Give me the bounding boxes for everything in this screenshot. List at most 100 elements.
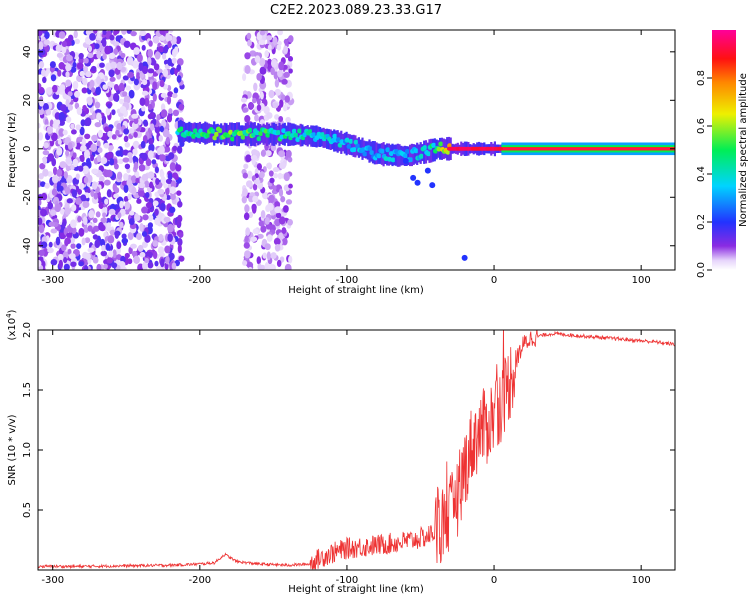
spectrogram-noise-cell [260, 210, 266, 219]
spectrogram-noise-cell [111, 262, 118, 269]
spectrogram-noise-cell [244, 115, 251, 123]
spectrogram-noise-cell [127, 193, 132, 200]
spectrogram-noise-cell [154, 51, 161, 60]
spectrogram-noise-cell [129, 210, 135, 216]
spectrogram-noise-cell [104, 198, 109, 205]
spectrogram-noise-cell [170, 193, 176, 201]
spectrogram-noise-cell [120, 52, 126, 59]
spectrogram-noise-cell [93, 30, 98, 34]
spectrogram-noise-cell [86, 157, 91, 165]
spectrogram-signal-cell [351, 147, 357, 153]
colorbar-label: Normalized spectral amplitude [738, 73, 749, 227]
spectrogram-noise-cell [251, 149, 258, 156]
spectrogram-noise-cell [70, 165, 75, 171]
spectrogram-noise-cell [43, 39, 50, 45]
spectrogram-noise-cell [248, 103, 255, 109]
spectrogram-noise-cell [87, 45, 93, 53]
spectrogram-noise-cell [97, 129, 104, 138]
spectrogram-noise-cell [272, 36, 278, 46]
spectrogram-noise-cell [78, 227, 85, 237]
spectrogram-noise-cell [56, 146, 63, 156]
spectrogram-noise-cell [131, 250, 138, 257]
spectrogram-noise-cell [167, 57, 172, 67]
spectrogram-noise-cell [259, 30, 266, 36]
spectrogram-noise-cell [108, 145, 114, 151]
spectrogram-noise-cell [157, 246, 165, 254]
spectrogram-signal-cell [419, 142, 422, 164]
spectrogram-noise-cell [165, 187, 170, 196]
spectrogram-noise-cell [103, 179, 111, 186]
spectrogram-noise-cell [87, 247, 95, 253]
spectrogram-noise-cell [58, 259, 63, 269]
spectrogram-noise-cell [241, 196, 247, 204]
spectrogram-noise-cell [142, 261, 148, 270]
spectrogram-noise-cell [131, 113, 139, 119]
spectrogram-noise-cell [244, 52, 251, 60]
spectrogram-signal-cell [418, 153, 424, 159]
spectrogram-noise-cell [81, 87, 88, 94]
spectrogram-noise-cell [264, 262, 270, 270]
spectrogram-noise-cell [160, 176, 166, 185]
spectrogram-noise-cell [259, 66, 267, 75]
spectrogram-noise-cell [127, 152, 133, 158]
spectrogram-noise-cell [267, 162, 272, 170]
spectrogram-noise-cell [247, 39, 252, 47]
spectrogram-noise-cell [160, 109, 168, 118]
spectrogram-noise-cell [176, 75, 182, 83]
spectrogram-noise-cell [252, 195, 259, 203]
spectrogram-noise-cell [39, 99, 44, 107]
spectrogram-noise-cell [136, 72, 141, 81]
colorbar-tick-label: 0.6 [696, 118, 707, 134]
spectrogram-noise-cell [152, 200, 159, 207]
spectrogram-signal-cell [280, 124, 283, 144]
spectrogram-signal-cell [181, 121, 184, 143]
spectrogram-noise-cell [58, 61, 65, 70]
spectrogram-noise-cell [100, 217, 108, 224]
spectrogram-noise-cell [66, 198, 73, 204]
spectrogram-noise-cell [38, 82, 42, 90]
spectrogram-noise-cell [102, 84, 108, 90]
spectrogram-noise-cell [245, 227, 251, 236]
spectrogram-noise-cell [171, 172, 179, 179]
spectrogram-noise-cell [127, 71, 135, 79]
spectrogram-noise-cell [67, 91, 73, 97]
spectrogram-noise-cell [65, 79, 72, 87]
snr-y-label: SNR (10 * v/v) [7, 414, 18, 485]
spectrogram-noise-cell [141, 231, 148, 237]
spectrogram-noise-cell [160, 92, 167, 98]
spectrogram-noise-cell [168, 152, 175, 160]
spectrogram-signal-cell [214, 131, 220, 137]
spectrogram-noise-cell [244, 235, 249, 243]
spectrogram-noise-cell [279, 162, 287, 170]
colorbar-tick-label: 0.0 [696, 262, 707, 278]
spectrogram-noise-cell [166, 113, 173, 123]
spectrogram-noise-cell [70, 219, 77, 229]
spectrogram-noise-cell [264, 50, 269, 58]
spectrogram-noise-cell [74, 102, 80, 110]
y-tick-label: 0 [22, 146, 33, 152]
spectrogram-noise-cell [96, 112, 102, 121]
spectrogram-noise-cell [85, 188, 91, 194]
spectrogram-noise-cell [67, 142, 73, 150]
spectrogram-noise-cell [107, 235, 115, 244]
spectrogram-noise-cell [78, 165, 84, 172]
spectrogram-noise-cell [141, 44, 146, 51]
spectrogram-noise-cell [62, 129, 68, 136]
spectrogram-noise-cell [133, 131, 138, 138]
spectrogram-noise-cell [133, 78, 139, 86]
x-tick-label: -200 [188, 275, 211, 286]
spectrogram-signal-cell [240, 134, 246, 140]
spectrogram-noise-cell [89, 79, 95, 88]
spectrogram-noise-cell [79, 70, 86, 77]
spectrogram-noise-cell [152, 240, 159, 247]
spectrogram-signal-cell [408, 157, 414, 163]
spectrogram-noise-cell [170, 68, 175, 75]
spectrogram-noise-cell [79, 182, 85, 191]
spectrogram-signal-cell [421, 144, 424, 162]
spectrogram-noise-cell [244, 65, 251, 74]
spectrogram-noise-cell [260, 225, 267, 233]
spectrogram-signal-cell [414, 144, 417, 164]
spectrogram-noise-cell [265, 150, 272, 157]
spectrogram-noise-cell [269, 177, 275, 184]
